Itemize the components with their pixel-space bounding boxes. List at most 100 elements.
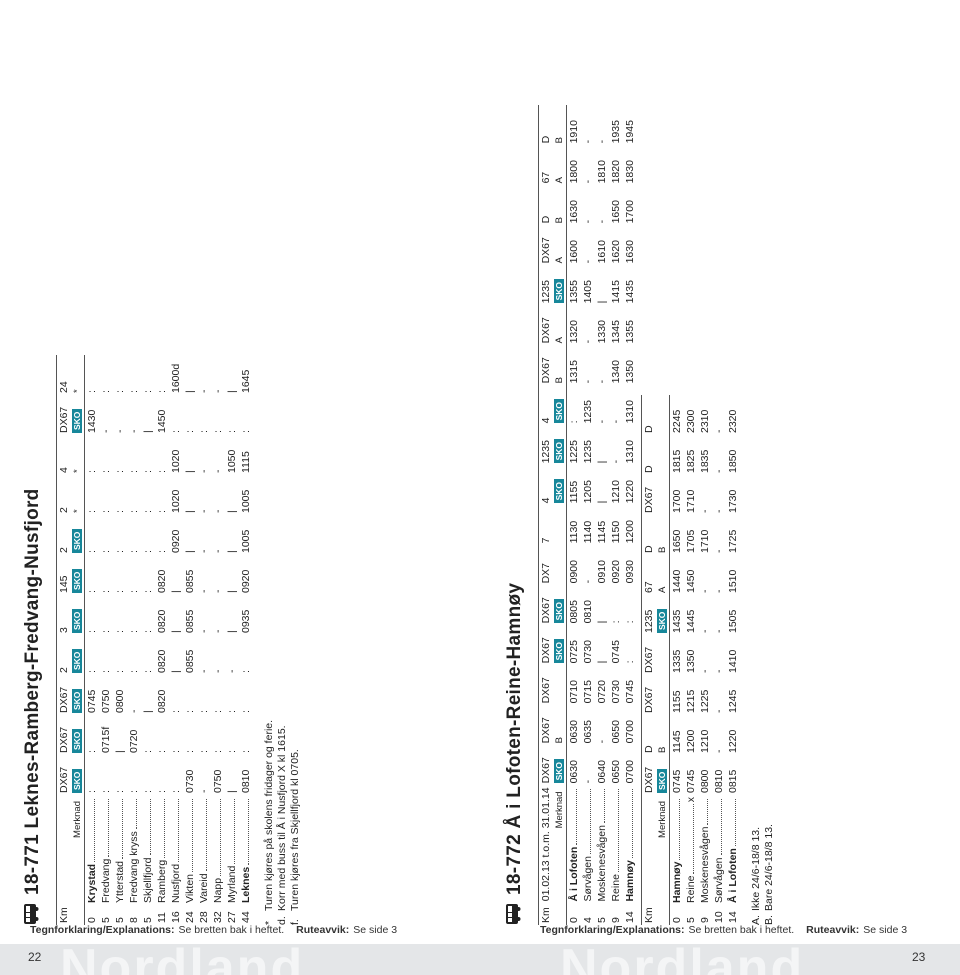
- legend-label: Tegnforklaring/Explanations:: [540, 924, 685, 936]
- note-mark: f.: [289, 919, 301, 925]
- route-number: DX67: [538, 665, 553, 706]
- departure-time: 1145: [671, 730, 683, 753]
- departure-time: :: [156, 470, 168, 473]
- stop-name-wrap: Hamnøy: [671, 797, 683, 903]
- remark-cell: SKO: [71, 555, 85, 595]
- departure-time: |: [226, 630, 238, 633]
- departure-time: |: [142, 430, 154, 433]
- header-cell: Km: [56, 795, 71, 925]
- stop-row: 10 Sørvågen 0810 - - - - - - - - -: [712, 395, 726, 925]
- remark-cell: B: [553, 345, 567, 386]
- leader-dots: [178, 799, 179, 862]
- remark-badge: SKO: [554, 278, 564, 304]
- departure-time: 0855: [184, 569, 196, 593]
- stop-name-wrap: Napp: [212, 797, 224, 903]
- departure-time: 1225: [568, 440, 580, 464]
- stop-row: 14 Hamnøy 0700 0700 0745::0930 1200 1220 1310 13…: [623, 105, 637, 925]
- remark-cell: [553, 545, 567, 586]
- departure-time: 1910: [568, 120, 580, 144]
- stop-name: Ytterstad: [114, 860, 126, 903]
- remark-cell: [656, 635, 670, 675]
- departure-time: :: [128, 550, 140, 553]
- stop-name: Hamnøy: [624, 860, 636, 902]
- departure-time: |: [596, 500, 608, 504]
- route-number: D: [538, 185, 553, 226]
- note: A. Ikke 24/6-18/8 13.: [750, 25, 763, 925]
- departure-time: |: [170, 670, 182, 673]
- departure-time: -: [198, 789, 210, 794]
- leader-dots: [604, 789, 605, 824]
- departure-time: :: [100, 670, 112, 673]
- stop-name: Sørvågen: [713, 857, 725, 903]
- leader-dots: [136, 799, 137, 830]
- departure-time: :: [86, 510, 98, 513]
- departure-time: :: [142, 750, 154, 753]
- departure-time: 0745: [610, 640, 622, 664]
- departure-time: -: [713, 509, 725, 514]
- leader-dots: [735, 799, 736, 847]
- stop-name-cell: Sørvågen: [712, 795, 726, 905]
- departure-time: 0700: [624, 720, 636, 744]
- departure-time: :: [86, 470, 98, 473]
- departure-time: 1235: [582, 440, 594, 464]
- departure-time: 0810: [713, 769, 725, 793]
- departure-time: :: [100, 510, 112, 513]
- departure-time: -: [226, 669, 238, 674]
- departure-time: -: [582, 339, 594, 344]
- stop-name-wrap: Skjellfjord: [142, 797, 154, 903]
- departure-time: 0745: [671, 769, 683, 793]
- stop-name: Ramberg: [156, 859, 168, 903]
- route-row: Km01.02.13 t.o.m. 31.01.14 DX67 DX67 DX67 DX…: [538, 105, 553, 925]
- route-number: 2: [56, 475, 71, 515]
- remark: A: [657, 586, 668, 593]
- stop-row: 0 Hamnøy 0745 1145 1155 1335 1435 1440 1650 1700 1…: [670, 395, 685, 925]
- remark-cell: SKO: [553, 745, 567, 786]
- stop-name: Nusfjord: [170, 863, 182, 903]
- departure-time: 0810: [240, 769, 252, 793]
- remark-cell: [656, 675, 670, 715]
- stop-name-wrap: Sørvågen: [582, 787, 594, 902]
- remark-label: Merknad: [71, 795, 85, 925]
- stop-row: 32 Napp 0750:: - - - - - -: -: [211, 355, 225, 925]
- departure-time: :: [142, 390, 154, 393]
- departure-time: 0750: [212, 769, 224, 793]
- departure-time: 0855: [184, 649, 196, 673]
- stop-row: 11 Ramberg::0820 0820 0820 0820:::1450:: [155, 355, 169, 925]
- departure-time: 1020: [170, 489, 182, 513]
- leader-dots: [693, 804, 694, 874]
- departure-time: -: [198, 469, 210, 474]
- stop-km: 14: [727, 911, 739, 923]
- stop-name-wrap: Reine x: [685, 797, 697, 903]
- departure-time: :: [86, 590, 98, 593]
- stop-km: 5: [685, 917, 697, 923]
- note-text: Korr med buss til Å i Nusfjord X kl 1615…: [276, 725, 288, 911]
- departure-time: 1730: [727, 489, 739, 513]
- departure-time: :: [114, 390, 126, 393]
- stop-name-cell: Skjellfjord: [141, 795, 155, 905]
- leader-dots: [150, 799, 151, 856]
- stop-name-cell: Leknes: [239, 795, 253, 905]
- stop-name: Hamnøy: [671, 861, 683, 903]
- departure-time: :: [86, 790, 98, 793]
- departure-time: |: [184, 390, 196, 393]
- departure-time: -: [610, 459, 622, 464]
- departure-time: 1355: [624, 320, 636, 344]
- remark: A: [554, 337, 565, 344]
- departure-time: :: [184, 750, 196, 753]
- stop-name-cell: Napp: [211, 795, 225, 905]
- departure-time: 0820: [156, 569, 168, 593]
- remark-cell: [656, 395, 670, 435]
- departure-time: 1200: [624, 520, 636, 544]
- departure-time: 0700: [624, 760, 636, 784]
- route-number: DX67: [641, 635, 656, 675]
- departure-time: |: [226, 510, 238, 513]
- stop-km: 0: [568, 917, 580, 923]
- remark-badge: SKO: [72, 648, 82, 673]
- stop-name-wrap: Ramberg: [156, 797, 168, 903]
- watermark: Nordland: [560, 944, 805, 975]
- departure-time: 1445: [685, 609, 697, 633]
- remark-cell: B: [553, 705, 567, 746]
- departure-time: 2310: [699, 409, 711, 433]
- route-number: D: [538, 105, 553, 146]
- departure-time: -: [699, 629, 711, 634]
